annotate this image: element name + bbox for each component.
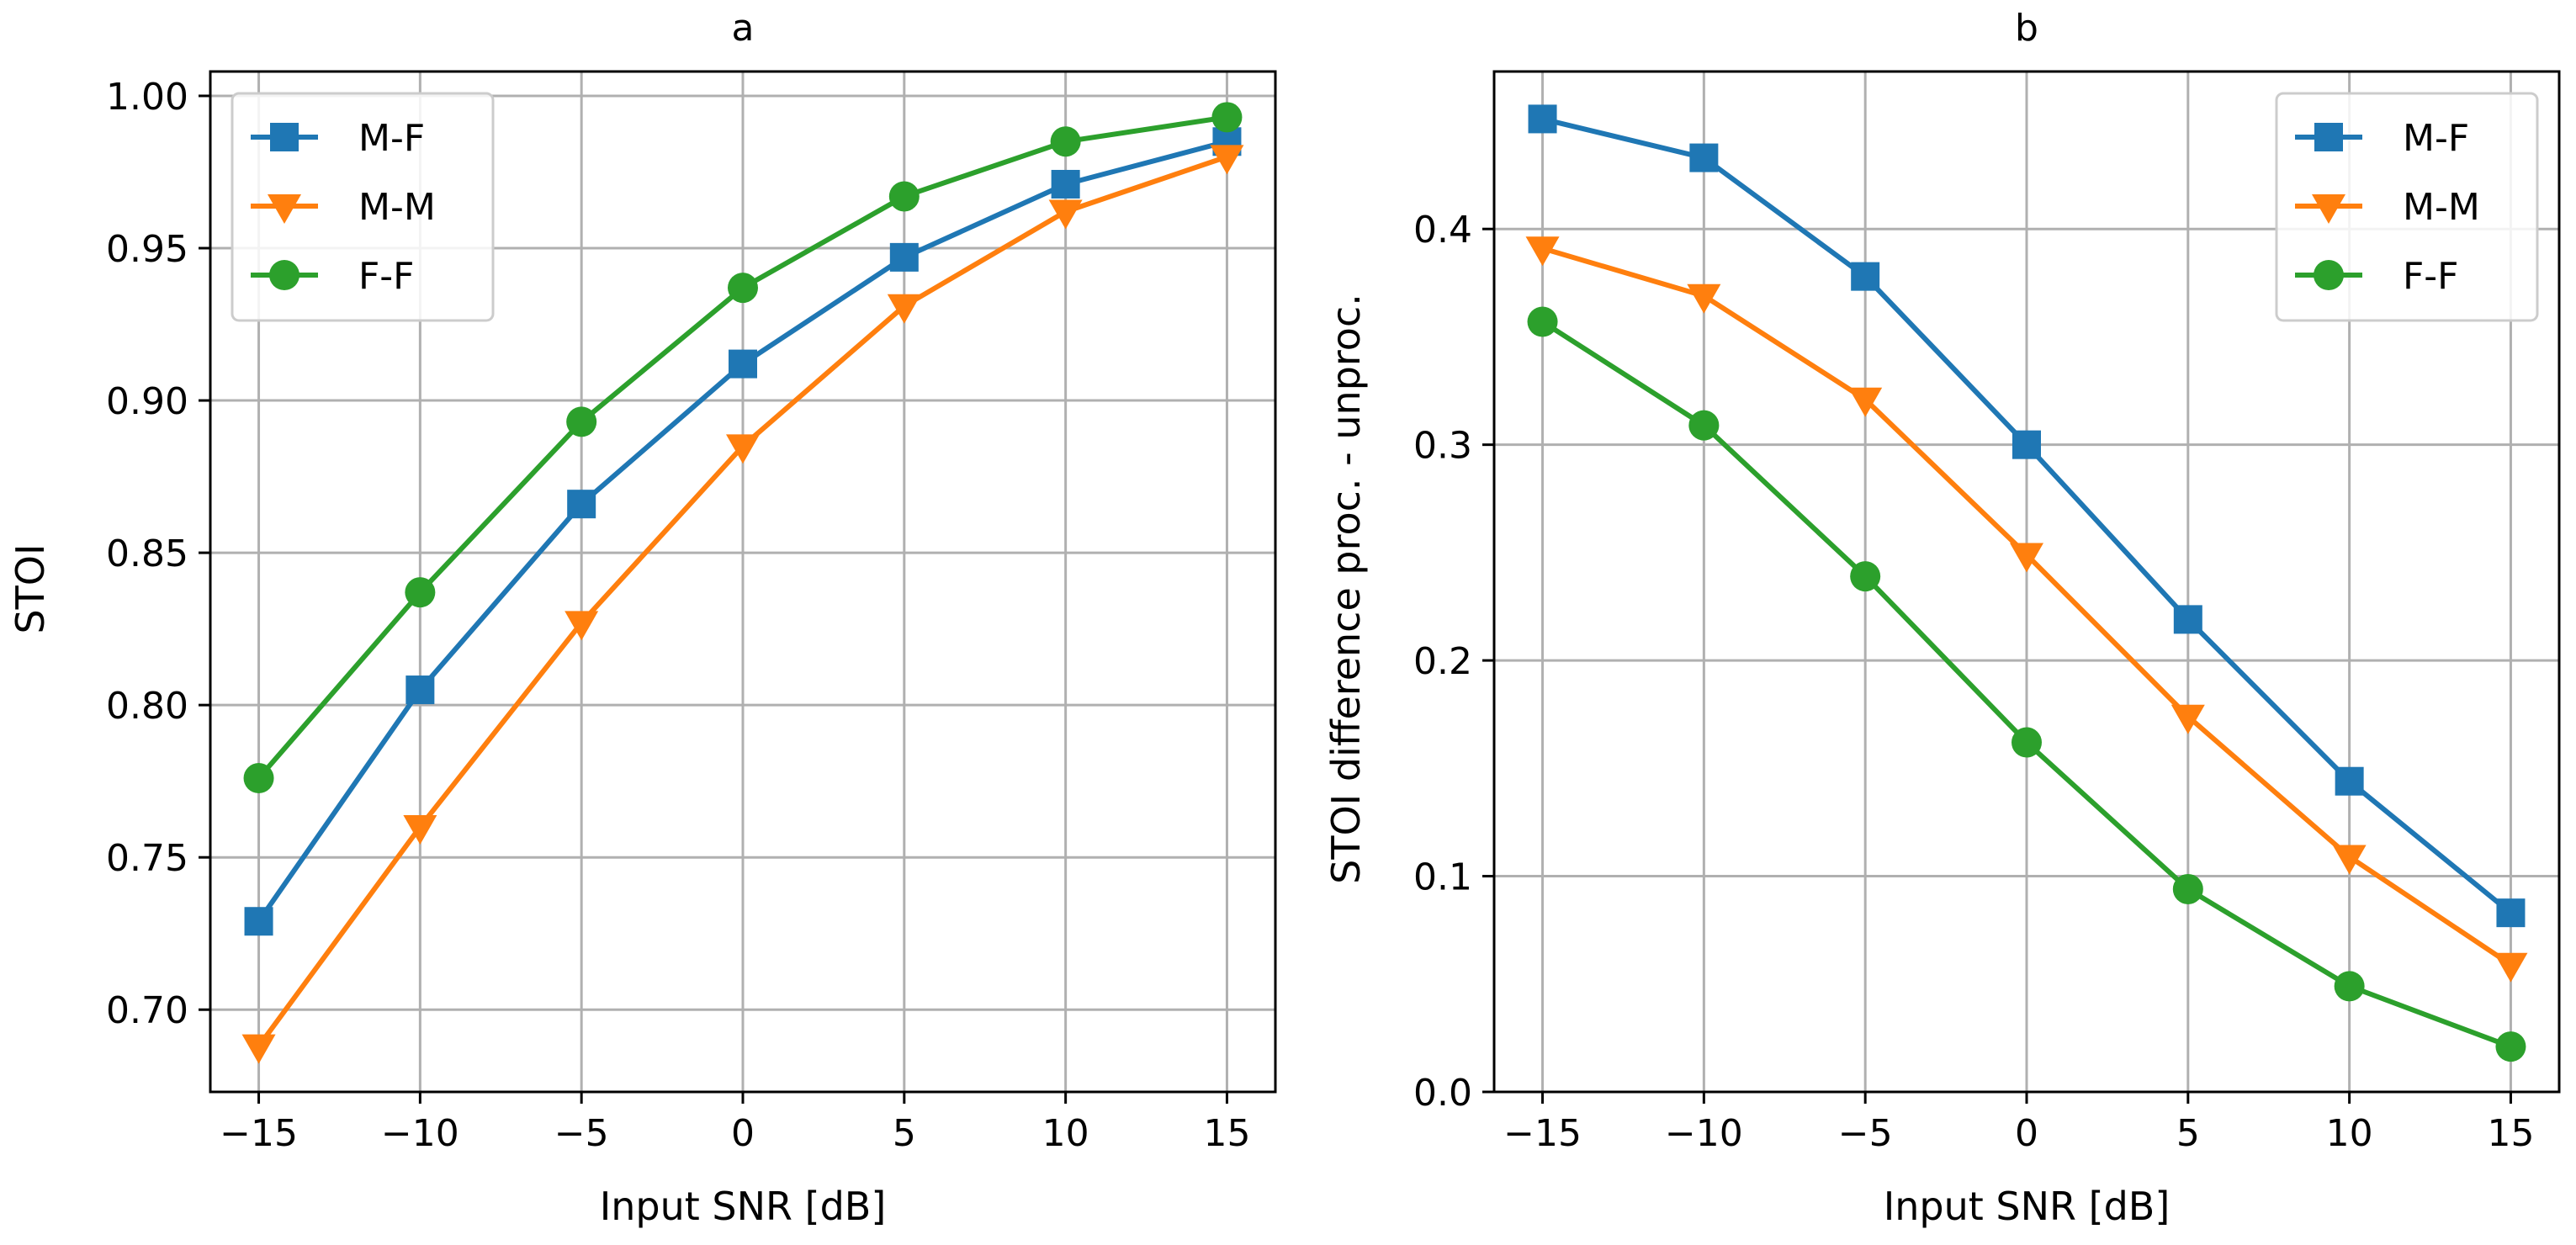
chart-b-x-tick-label: −15 xyxy=(1503,1112,1582,1155)
chart-a-point-m-f xyxy=(889,242,919,272)
chart-b-x-tick-label: 5 xyxy=(2176,1112,2200,1155)
chart-a-point-f-f xyxy=(888,181,920,212)
chart-b-legend: M-F M-M F-F xyxy=(2275,92,2539,322)
chart-b-point-m-m xyxy=(1525,236,1560,267)
chart-b-point-f-f xyxy=(2495,1031,2526,1062)
chart-b-point-f-f xyxy=(2172,873,2203,904)
chart-b-point-m-f xyxy=(1851,262,1880,291)
chart-b-ylabel: STOI difference proc. - unproc. xyxy=(1323,294,1369,884)
chart-b-legend-marker-m-m xyxy=(2312,194,2345,224)
chart-a-title: a xyxy=(732,7,755,50)
chart-a-point-m-f xyxy=(405,675,435,705)
chart-a-legend-label-f-f: F-F xyxy=(358,255,415,298)
chart-a-point-m-f xyxy=(729,349,757,379)
chart-b-point-f-f xyxy=(1688,410,1720,441)
chart-a-y-tick-label: 0.80 xyxy=(106,685,188,728)
chart-b-y-tick-label: 0.4 xyxy=(1413,209,1472,252)
chart-a-point-f-f xyxy=(566,406,597,437)
chart-a-point-m-m xyxy=(1048,199,1083,230)
chart-b-point-f-f xyxy=(1527,306,1558,337)
chart-a-point-f-f xyxy=(1050,126,1081,157)
chart-b-point-f-f xyxy=(2334,971,2365,1002)
chart-b-legend-label-m-f: M-F xyxy=(2403,117,2469,160)
chart-b-point-m-m xyxy=(1687,283,1721,314)
chart-b-point-m-f xyxy=(2496,898,2526,928)
chart-a-legend-label-m-m: M-M xyxy=(358,186,436,229)
chart-a-x-tick-label: −10 xyxy=(381,1112,459,1155)
chart-a-point-m-m xyxy=(1210,145,1244,175)
chart-a-y-tick-label: 0.75 xyxy=(106,837,188,880)
chart-a-y-tick-label: 0.70 xyxy=(106,989,188,1032)
chart-b-y-tick-label: 0.0 xyxy=(1413,1072,1472,1115)
chart-a-legend-marker-m-m xyxy=(268,194,301,224)
chart-b-point-m-f xyxy=(2335,766,2364,796)
chart-a-point-m-f xyxy=(567,490,596,519)
chart-b-point-m-f xyxy=(2173,605,2202,634)
chart-b-x-tick-label: −5 xyxy=(1838,1112,1893,1155)
chart-a-x-tick-label: 5 xyxy=(893,1112,916,1155)
chart-b-point-m-m xyxy=(2332,845,2367,875)
chart-a-legend: M-F M-M F-F xyxy=(231,92,495,322)
chart-b-y-tick-label: 0.1 xyxy=(1413,856,1472,899)
chart-b-legend-label-f-f: F-F xyxy=(2403,255,2459,298)
chart-a-plot-area xyxy=(241,102,1244,1064)
chart-a-point-f-f xyxy=(243,763,274,794)
chart-a-x-tick-label: −5 xyxy=(554,1112,609,1155)
chart-b-y-tick-label: 0.2 xyxy=(1413,640,1472,683)
chart-b-legend-label-m-m: M-M xyxy=(2403,186,2480,229)
chart-a-point-f-f xyxy=(405,577,436,608)
chart-a-point-f-f xyxy=(728,273,758,304)
chart-b-axes: −15 −10 −5 0 5 10 15 0.0 0.1 0.2 0.3 0.4 xyxy=(1413,209,2534,1155)
chart-a-x-tick-label: −15 xyxy=(220,1112,298,1155)
chart-a-point-m-m xyxy=(403,814,437,845)
chart-b-frame xyxy=(1492,70,2561,1094)
chart-b-x-tick-label: 10 xyxy=(2326,1112,2373,1155)
chart-a-x-tick-label: 15 xyxy=(1203,1112,1250,1155)
chart-a-point-f-f xyxy=(1211,102,1243,133)
chart-b-point-f-f xyxy=(2012,727,2042,758)
chart-a-x-tick-label: 10 xyxy=(1042,1112,1089,1155)
chart-b-xlabel: Input SNR [dB] xyxy=(1884,1184,2171,1229)
chart-b-point-m-m xyxy=(1848,387,1883,417)
chart-b-legend-marker-m-f xyxy=(2314,123,2343,151)
chart-a: a Input SNR [dB] STOI −15 −10 −5 0 5 10 15 0.70… xyxy=(8,7,1277,1229)
chart-b-title: b xyxy=(2015,7,2038,50)
chart-b-point-m-f xyxy=(1689,143,1719,172)
chart-b-point-m-f xyxy=(2012,430,2041,459)
chart-a-legend-marker-m-f xyxy=(270,123,299,151)
chart-a-point-m-m xyxy=(726,434,760,464)
chart-b-x-tick-label: −10 xyxy=(1665,1112,1743,1155)
chart-b-x-tick-label: 0 xyxy=(2015,1112,2038,1155)
chart-b-plot-area xyxy=(1525,104,2528,1062)
chart-a-axes: −15 −10 −5 0 5 10 15 0.70 0.75 0.80 0.85 0.90 0.95 1.… xyxy=(106,76,1250,1155)
chart-a-xlabel: Input SNR [dB] xyxy=(600,1184,887,1229)
chart-a-legend-label-m-f: M-F xyxy=(358,117,425,160)
chart-b: b Input SNR [dB] STOI difference proc. -… xyxy=(1323,7,2561,1229)
chart-a-y-tick-label: 0.95 xyxy=(106,228,188,271)
chart-a-x-tick-label: 0 xyxy=(731,1112,755,1155)
chart-a-y-tick-label: 1.00 xyxy=(106,76,188,119)
chart-a-ylabel: STOI xyxy=(8,543,53,633)
chart-b-point-m-m xyxy=(2010,543,2043,573)
chart-b-x-tick-label: 15 xyxy=(2487,1112,2534,1155)
chart-b-y-tick-label: 0.3 xyxy=(1413,425,1472,468)
chart-a-y-tick-label: 0.90 xyxy=(106,380,188,423)
chart-a-point-m-m xyxy=(241,1034,276,1064)
chart-b-legend-marker-f-f xyxy=(2314,260,2344,290)
chart-a-y-tick-label: 0.85 xyxy=(106,532,188,575)
chart-a-point-m-m xyxy=(564,611,599,641)
chart-b-point-m-m xyxy=(2494,952,2528,983)
chart-a-point-m-f xyxy=(1051,169,1080,199)
chart-b-point-f-f xyxy=(1850,561,1881,592)
chart-a-frame xyxy=(209,70,1277,1094)
chart-b-point-m-m xyxy=(2171,704,2205,734)
chart-a-legend-marker-f-f xyxy=(269,260,299,290)
chart-b-point-m-f xyxy=(1528,104,1557,134)
chart-a-point-m-m xyxy=(887,294,921,324)
chart-a-point-m-f xyxy=(244,907,273,936)
